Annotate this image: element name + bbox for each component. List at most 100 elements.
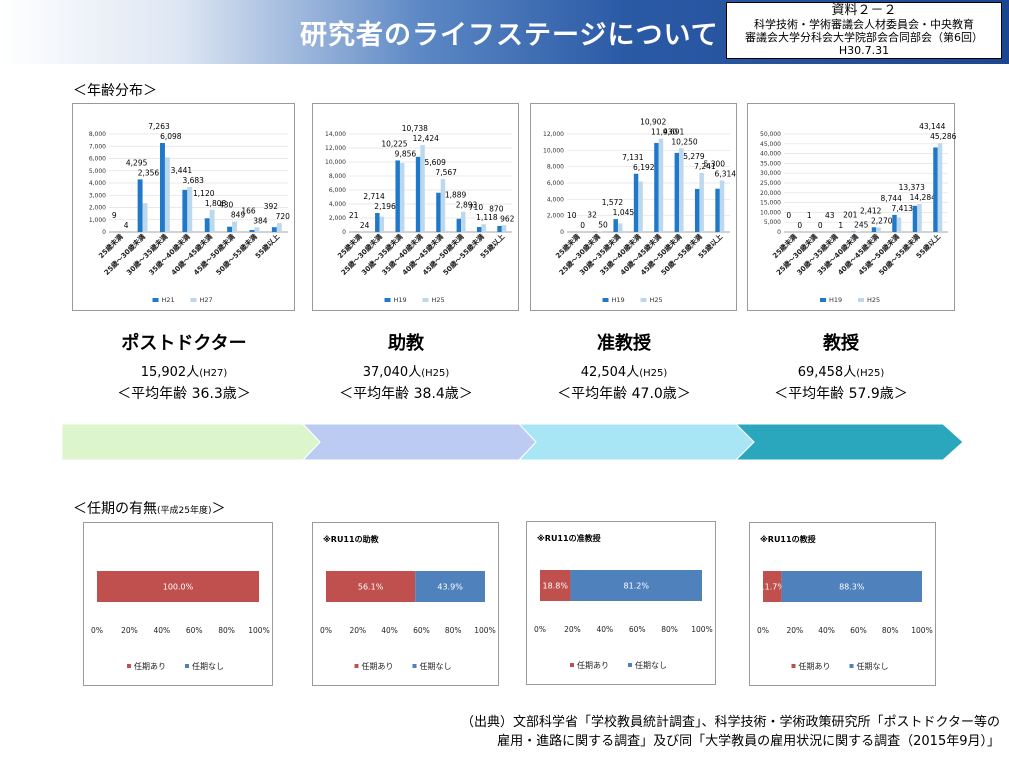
- legend-label-h19: H19: [829, 296, 842, 304]
- bar-h21: [271, 227, 277, 232]
- doc-number: 資料２－２: [831, 3, 897, 18]
- data-label-h25: 6,314: [715, 169, 737, 178]
- page-title: 研究者のライフステージについて: [300, 20, 719, 51]
- data-label-h25: 962: [500, 214, 515, 223]
- age-distribution-label: ＜年齢分布＞: [73, 83, 157, 99]
- source-line-1: （出典）文部科学省「学校教員統計調査」、科学技術・学術政策研究所「ポストドクター…: [461, 715, 1000, 730]
- data-label-h19: 21: [349, 211, 359, 220]
- doc-committee-line2: 審議会大学分科会大学院部会合同部会（第6回）: [745, 31, 983, 44]
- data-label-h25: 1: [838, 221, 843, 230]
- tenure-value-label: 18.8%: [543, 582, 569, 591]
- data-label-h19: 5,300: [704, 159, 726, 168]
- data-label-h25: 6,192: [633, 163, 655, 172]
- data-label-h21: 7,263: [148, 122, 170, 131]
- bar-h19: [633, 173, 639, 232]
- tenure-chart-professor: ※RU11の教授 11.7% 88.3% 0% 20% 40% 60% 80% 100% 任期あり…: [757, 534, 933, 671]
- position-assistant-professor: 助教 37,040人(H25) ＜平均年齢 38.4歳＞: [306, 329, 516, 403]
- data-label-h25: 10,250: [671, 137, 697, 146]
- data-label-h19: 9,691: [663, 127, 685, 136]
- data-label-h19: 7,131: [622, 153, 644, 162]
- bar-h25: [876, 227, 881, 232]
- x-tick-label: 40%: [381, 626, 398, 635]
- tenure-section-label: ＜任期の有無(平成25年度)＞: [73, 498, 225, 518]
- bar-h19: [674, 152, 680, 232]
- bar-h19: [933, 147, 938, 232]
- bar-h25: [501, 225, 507, 232]
- data-label-h27: 384: [253, 216, 268, 225]
- bar-h21: [227, 226, 233, 232]
- data-label-h25: 12,424: [413, 134, 439, 143]
- data-label-h25: 9,856: [395, 149, 417, 158]
- data-label-h25: 0: [797, 221, 802, 230]
- data-label-h21: 166: [241, 206, 256, 215]
- document-info-box: 資料２－２ 科学技術・学術審議会人材委員会・中央教育 審議会大学分科会大学院部会…: [726, 2, 1002, 59]
- bar-h19: [694, 188, 700, 232]
- x-tick-label: 40%: [596, 625, 613, 634]
- data-label-h25: 45,286: [930, 132, 956, 141]
- y-tick-label: 1,000: [89, 217, 106, 224]
- legend-label-no-term: 任期なし: [420, 661, 452, 671]
- bar-h19: [456, 218, 462, 232]
- bar-h21: [137, 179, 143, 232]
- data-label-h19: 8,744: [880, 194, 902, 203]
- x-tick-label: 80%: [445, 626, 462, 635]
- chart-frame-professor: 0 5,000 10,000 15,000 20,000 25,000 30,000 35,0…: [747, 103, 957, 311]
- data-label-h19: 5,279: [683, 152, 705, 161]
- legend-swatch-h25: [640, 298, 647, 302]
- y-tick-label: 8,000: [329, 173, 346, 180]
- position-title: 准教授: [597, 333, 651, 354]
- y-tick-label: 6,000: [329, 187, 346, 194]
- tenure-chart-postdoc: 100.0% 0% 20% 40% 60% 80% 100% 任期あり 任期なし: [91, 571, 270, 671]
- bar-h25: [658, 138, 664, 232]
- average-age: ＜平均年齢 38.4歳＞: [339, 386, 473, 402]
- career-arrow-segment-postdoc: [61, 423, 321, 461]
- x-category-label: 50歳～55歳未満: [214, 232, 259, 277]
- tenure-bar-no: [570, 570, 702, 601]
- position-title: 教授: [823, 333, 859, 354]
- x-tick-label: 0%: [757, 626, 769, 635]
- bar-h25: [481, 224, 486, 232]
- x-category-label: 35歳～40歳未満: [147, 232, 192, 277]
- y-tick-label: 20,000: [760, 190, 781, 197]
- data-label-h27: 4: [124, 221, 129, 230]
- age-chart-assistant-professor: 0 2,000 4,000 6,000 8,000 10,000 12,000 14,000 2…: [325, 124, 515, 304]
- x-tick-label: 40%: [818, 626, 835, 635]
- data-label-h25: 11,430: [651, 128, 677, 137]
- tenure-bar-no: [781, 571, 922, 602]
- data-label-h25: 2,270: [871, 216, 893, 225]
- data-label-h25: 7,413: [892, 204, 914, 213]
- y-tick-label: 5,000: [764, 219, 781, 226]
- data-label-h19: 2,412: [860, 206, 882, 215]
- data-label-h25: 245: [854, 221, 869, 230]
- y-tick-label: 2,000: [89, 205, 106, 212]
- data-label-h27: 720: [276, 212, 291, 221]
- bar-h19: [436, 192, 441, 232]
- tenure-bar-yes: [97, 571, 259, 602]
- legend-label-h27: H27: [200, 296, 213, 304]
- bar-h27: [187, 186, 193, 232]
- x-tick-label: 20%: [564, 625, 581, 634]
- legend-swatch-tenured-term: [127, 664, 131, 668]
- x-tick-label: 100%: [248, 626, 269, 635]
- legend-label-h21: H21: [162, 296, 175, 304]
- legend-label-h25: H25: [867, 296, 880, 304]
- tenure-label-note: (平成25年度): [157, 506, 212, 516]
- bar-h25: [937, 143, 943, 232]
- data-label-h19: 10: [567, 211, 577, 220]
- bar-h19: [476, 227, 482, 232]
- x-category-label: 30歳～35歳未満: [124, 232, 169, 277]
- count-year: (H25): [856, 368, 885, 379]
- data-label-h19: 13,373: [899, 183, 925, 192]
- age-chart-professor: 0 5,000 10,000 15,000 20,000 25,000 30,000 35,0…: [760, 122, 957, 304]
- legend-label-h25: H25: [432, 296, 445, 304]
- y-tick-label: 0: [102, 229, 106, 236]
- legend-label-h19: H19: [394, 296, 407, 304]
- data-label-h25: 2,196: [374, 202, 396, 211]
- source-note: （出典）文部科学省「学校教員統計調査」、科学技術・学術政策研究所「ポストドクター…: [440, 713, 1000, 751]
- bar-h27: [276, 223, 282, 232]
- y-tick-label: 6,000: [89, 156, 106, 163]
- y-tick-label: 35,000: [760, 160, 781, 167]
- y-tick-label: 10,000: [760, 209, 781, 216]
- legend-label-tenured-term: 任期あり: [799, 661, 831, 671]
- count-year: (H27): [199, 368, 228, 379]
